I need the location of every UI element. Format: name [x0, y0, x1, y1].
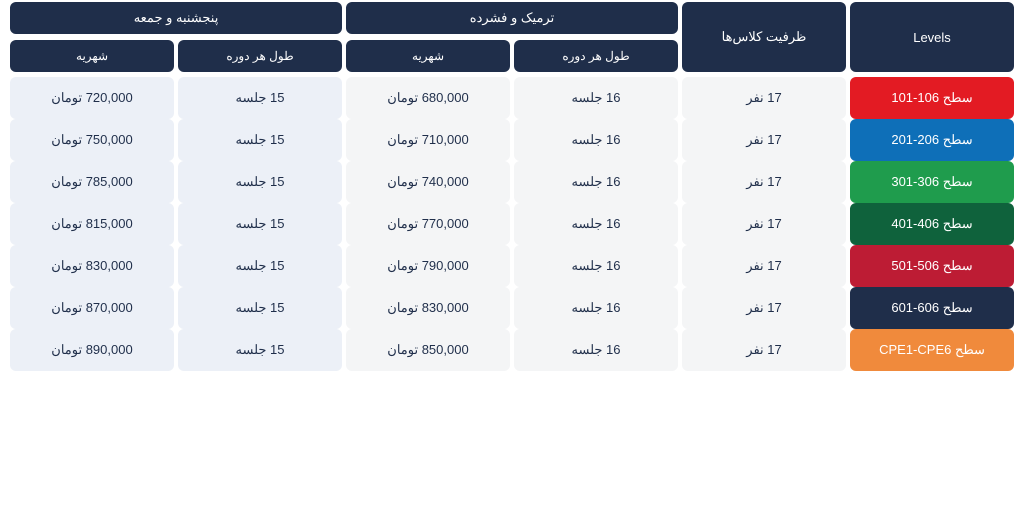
- header-levels: Levels: [850, 2, 1014, 72]
- capacity-cell: 17 نفر: [682, 77, 846, 119]
- group-b-fee-cell: 870,000 تومان: [10, 287, 174, 329]
- capacity-cell: 17 نفر: [682, 203, 846, 245]
- group-b-fee-cell: 750,000 تومان: [10, 119, 174, 161]
- group-a-length-cell: 16 جلسه: [514, 119, 678, 161]
- group-a-fee-cell: 710,000 تومان: [346, 119, 510, 161]
- table-row: سطح CPE1-CPE617 نفر16 جلسه850,000 تومان1…: [8, 329, 1016, 371]
- capacity-cell: 17 نفر: [682, 287, 846, 329]
- header-group-b: پنجشنبه و جمعه: [10, 2, 342, 34]
- header-group-a-stack: ترمیک و فشرده طول هر دوره شهریه: [344, 2, 680, 72]
- group-b-length-cell: 15 جلسه: [178, 245, 342, 287]
- rows-container: سطح 106-10117 نفر16 جلسه680,000 تومان15 …: [8, 77, 1016, 371]
- pricing-table: Levels ظرفیت کلاس‌ها ترمیک و فشرده طول ه…: [8, 2, 1016, 371]
- group-b-fee-cell: 785,000 تومان: [10, 161, 174, 203]
- capacity-cell: 17 نفر: [682, 329, 846, 371]
- group-b-length-cell: 15 جلسه: [178, 203, 342, 245]
- capacity-cell: 17 نفر: [682, 245, 846, 287]
- group-a-fee-cell: 740,000 تومان: [346, 161, 510, 203]
- header-row-top: Levels ظرفیت کلاس‌ها ترمیک و فشرده طول ه…: [8, 2, 1016, 72]
- group-b-fee-cell: 815,000 تومان: [10, 203, 174, 245]
- group-a-fee-cell: 850,000 تومان: [346, 329, 510, 371]
- header-b-percourse: طول هر دوره: [178, 40, 342, 72]
- group-b-fee-cell: 720,000 تومان: [10, 77, 174, 119]
- capacity-cell: 17 نفر: [682, 161, 846, 203]
- group-a-length-cell: 16 جلسه: [514, 77, 678, 119]
- group-b-fee-cell: 830,000 تومان: [10, 245, 174, 287]
- group-a-length-cell: 16 جلسه: [514, 287, 678, 329]
- group-b-length-cell: 15 جلسه: [178, 77, 342, 119]
- group-a-fee-cell: 680,000 تومان: [346, 77, 510, 119]
- group-a-fee-cell: 830,000 تومان: [346, 287, 510, 329]
- capacity-cell: 17 نفر: [682, 119, 846, 161]
- table-row: سطح 506-50117 نفر16 جلسه790,000 تومان15 …: [8, 245, 1016, 287]
- group-a-fee-cell: 770,000 تومان: [346, 203, 510, 245]
- level-cell: سطح 306-301: [850, 161, 1014, 203]
- table-row: سطح 406-40117 نفر16 جلسه770,000 تومان15 …: [8, 203, 1016, 245]
- group-b-length-cell: 15 جلسه: [178, 161, 342, 203]
- group-a-length-cell: 16 جلسه: [514, 245, 678, 287]
- group-b-length-cell: 15 جلسه: [178, 329, 342, 371]
- group-a-fee-cell: 790,000 تومان: [346, 245, 510, 287]
- group-a-length-cell: 16 جلسه: [514, 203, 678, 245]
- table-row: سطح 106-10117 نفر16 جلسه680,000 تومان15 …: [8, 77, 1016, 119]
- level-cell: سطح 106-101: [850, 77, 1014, 119]
- table-row: سطح 606-60117 نفر16 جلسه830,000 تومان15 …: [8, 287, 1016, 329]
- header-group-b-stack: پنجشنبه و جمعه طول هر دوره شهریه: [8, 2, 344, 72]
- group-b-length-cell: 15 جلسه: [178, 287, 342, 329]
- table-row: سطح 206-20117 نفر16 جلسه710,000 تومان15 …: [8, 119, 1016, 161]
- level-cell: سطح 206-201: [850, 119, 1014, 161]
- header-a-tuition: شهریه: [346, 40, 510, 72]
- group-b-length-cell: 15 جلسه: [178, 119, 342, 161]
- group-a-length-cell: 16 جلسه: [514, 161, 678, 203]
- table-row: سطح 306-30117 نفر16 جلسه740,000 تومان15 …: [8, 161, 1016, 203]
- group-b-fee-cell: 890,000 تومان: [10, 329, 174, 371]
- level-cell: سطح CPE1-CPE6: [850, 329, 1014, 371]
- level-cell: سطح 506-501: [850, 245, 1014, 287]
- header-capacity: ظرفیت کلاس‌ها: [682, 2, 846, 72]
- header-b-tuition: شهریه: [10, 40, 174, 72]
- header-group-a: ترمیک و فشرده: [346, 2, 678, 34]
- header-a-percourse: طول هر دوره: [514, 40, 678, 72]
- level-cell: سطح 406-401: [850, 203, 1014, 245]
- level-cell: سطح 606-601: [850, 287, 1014, 329]
- group-a-length-cell: 16 جلسه: [514, 329, 678, 371]
